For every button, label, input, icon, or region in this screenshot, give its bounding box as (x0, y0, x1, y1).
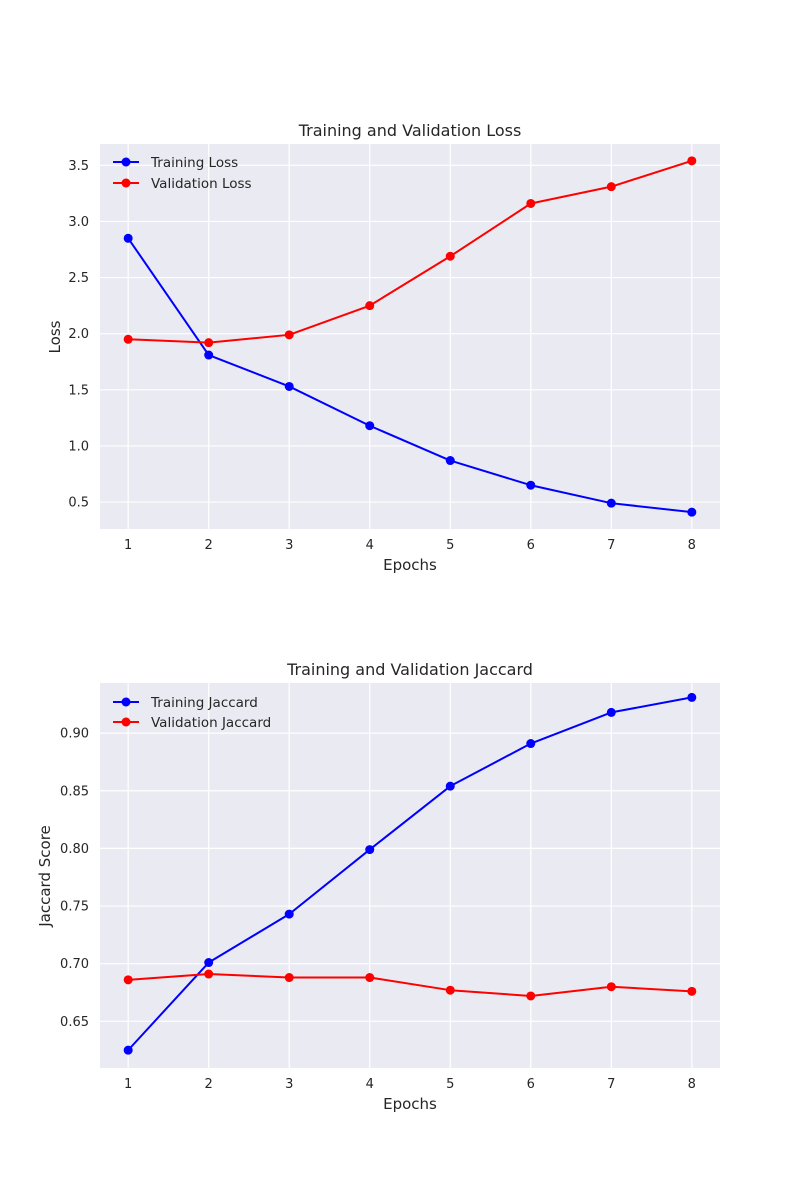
data-point-training-loss (445, 456, 455, 466)
y-tick-label: 2.0 (68, 327, 89, 342)
y-tick-label: 2.5 (68, 271, 89, 286)
jaccard-y-axis-label: Jaccard Score (36, 825, 54, 928)
legend-label-training-jaccard: Training Jaccard (150, 695, 258, 711)
loss-series (123, 156, 697, 517)
x-tick-label: 8 (688, 538, 696, 553)
legend-label-training-loss: Training Loss (150, 155, 238, 171)
data-point-training-loss (526, 480, 536, 490)
y-tick-label: 0.75 (60, 900, 89, 915)
data-point-training-loss (204, 350, 214, 360)
loss-y-ticks: 0.5 1.0 1.5 2.0 2.5 3.0 3.5 (68, 159, 89, 511)
y-tick-label: 1.5 (68, 383, 89, 398)
data-point-validation-jaccard (204, 969, 214, 979)
y-tick-label: 0.5 (68, 496, 89, 511)
loss-chart-title: Training and Validation Loss (298, 121, 522, 140)
data-point-training-jaccard (284, 909, 294, 919)
legend-marker-validation-jaccard (121, 717, 131, 727)
jaccard-grid (100, 683, 720, 1068)
data-point-training-jaccard (365, 845, 375, 855)
y-tick-label: 3.5 (68, 159, 89, 174)
x-tick-label: 4 (366, 538, 374, 553)
y-tick-label: 0.85 (60, 784, 89, 799)
data-point-validation-loss (687, 156, 697, 166)
y-tick-label: 0.70 (60, 957, 89, 972)
data-point-training-jaccard (687, 692, 697, 702)
x-tick-label: 3 (285, 538, 293, 553)
data-point-validation-loss (284, 330, 294, 340)
data-point-training-jaccard (204, 958, 214, 968)
loss-legend: Training Loss Validation Loss (113, 155, 252, 192)
data-point-validation-jaccard (365, 973, 375, 983)
data-point-validation-loss (445, 251, 455, 261)
data-point-training-loss (687, 507, 697, 517)
x-tick-label: 1 (124, 538, 132, 553)
x-tick-label: 5 (446, 1077, 454, 1092)
x-tick-label: 2 (205, 1077, 213, 1092)
loss-y-axis-label: Loss (46, 320, 64, 353)
data-point-training-loss (606, 498, 616, 508)
data-point-training-jaccard (526, 739, 536, 749)
jaccard-series (123, 692, 697, 1055)
y-tick-label: 0.80 (60, 842, 89, 857)
jaccard-x-axis-label: Epochs (383, 1095, 437, 1113)
jaccard-plot-area (100, 683, 720, 1068)
data-point-validation-jaccard (526, 991, 536, 1001)
x-tick-label: 2 (205, 538, 213, 553)
series-line-training-jaccard (127, 696, 693, 1051)
jaccard-chart: 1 2 3 4 5 6 7 8 0.65 0.70 0.75 0.80 0.85 0.90 Traini… (36, 660, 720, 1113)
data-point-validation-jaccard (123, 975, 133, 985)
data-point-validation-loss (365, 301, 375, 311)
series-line-validation-loss (128, 159, 693, 344)
data-point-validation-loss (123, 334, 133, 344)
data-point-training-jaccard (123, 1045, 133, 1055)
data-point-validation-loss (526, 198, 536, 208)
x-tick-label: 6 (527, 538, 535, 553)
loss-plot-area (100, 144, 720, 529)
data-point-training-loss (365, 421, 375, 431)
legend-marker-validation-loss (121, 178, 131, 188)
x-tick-label: 4 (366, 1077, 374, 1092)
data-point-validation-loss (606, 182, 616, 192)
data-point-validation-jaccard (687, 986, 697, 996)
data-point-validation-jaccard (606, 982, 616, 992)
x-tick-label: 5 (446, 538, 454, 553)
x-tick-label: 7 (607, 1077, 615, 1092)
jaccard-legend: Training Jaccard Validation Jaccard (113, 695, 271, 731)
legend-marker-training-jaccard (121, 697, 131, 707)
y-tick-label: 0.65 (60, 1015, 89, 1030)
data-point-training-loss (123, 233, 133, 243)
data-point-training-loss (284, 381, 294, 391)
jaccard-y-ticks: 0.65 0.70 0.75 0.80 0.85 0.90 (60, 727, 89, 1030)
jaccard-chart-title: Training and Validation Jaccard (286, 660, 533, 679)
loss-grid (100, 144, 720, 529)
y-tick-label: 1.0 (68, 439, 89, 454)
y-tick-label: 3.0 (68, 215, 89, 230)
loss-x-axis-label: Epochs (383, 556, 437, 574)
jaccard-x-ticks: 1 2 3 4 5 6 7 8 (124, 1077, 696, 1092)
data-point-validation-jaccard (445, 985, 455, 995)
x-tick-label: 1 (124, 1077, 132, 1092)
x-tick-label: 8 (688, 1077, 696, 1092)
y-tick-label: 0.90 (60, 727, 89, 742)
legend-marker-training-loss (121, 157, 131, 167)
data-point-training-jaccard (606, 707, 616, 717)
legend-label-validation-loss: Validation Loss (151, 176, 252, 192)
data-point-validation-jaccard (284, 973, 294, 983)
data-point-validation-loss (204, 338, 214, 348)
x-tick-label: 3 (285, 1077, 293, 1092)
loss-x-ticks: 1 2 3 4 5 6 7 8 (124, 538, 696, 553)
x-tick-label: 7 (607, 538, 615, 553)
data-point-training-jaccard (445, 781, 455, 791)
legend-label-validation-jaccard: Validation Jaccard (151, 715, 271, 731)
loss-chart: 1 2 3 4 5 6 7 8 0.5 1.0 1.5 2.0 2.5 3.0 3.5 Training … (46, 121, 720, 574)
x-tick-label: 6 (527, 1077, 535, 1092)
series-line-training-loss (127, 237, 692, 514)
series-line-validation-jaccard (128, 973, 692, 997)
